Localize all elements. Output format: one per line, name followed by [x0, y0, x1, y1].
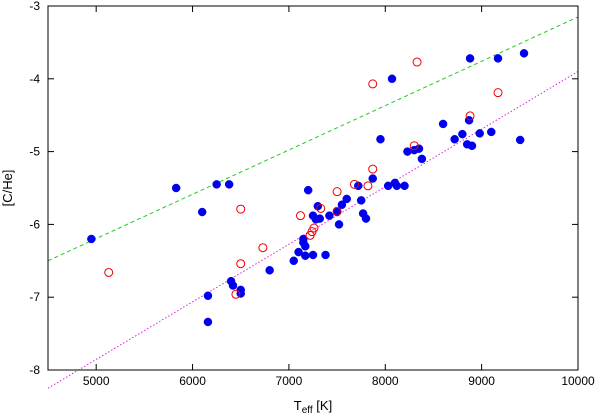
- filled-point-30: [342, 194, 351, 204]
- filled-point-48: [458, 129, 467, 139]
- fit-lines: [47, 16, 579, 389]
- filled-point-21: [308, 250, 318, 260]
- filled-point-53: [475, 129, 484, 138]
- open-point-14: [363, 181, 373, 191]
- filled-point-5: [224, 180, 234, 189]
- x-tick-label: 5000: [83, 374, 110, 388]
- filled-point-14: [294, 247, 303, 257]
- filled-point-13: [289, 256, 298, 266]
- y-axis-label: [C/He]: [0, 170, 15, 207]
- filled-point-32: [356, 196, 366, 205]
- x-tick-label: 6000: [179, 374, 206, 388]
- filled-point-52: [467, 141, 477, 151]
- y-axis-ticks: -8 -7 -6 -5 -4 -3: [29, 0, 578, 377]
- open-point-3: [236, 259, 246, 269]
- open-point-9: [309, 223, 319, 233]
- y-tick-label: -7: [29, 290, 40, 304]
- filled-point-3: [197, 207, 207, 217]
- open-point-1: [104, 267, 114, 277]
- filled-point-36: [376, 134, 385, 144]
- filled-point-24: [315, 214, 324, 223]
- filled-point-17: [301, 241, 310, 251]
- filled-point-55: [493, 54, 503, 63]
- open-point-6: [295, 211, 305, 221]
- x-axis-label-main: T: [294, 398, 302, 413]
- filled-point-46: [438, 119, 448, 129]
- filled-point-1: [87, 234, 96, 244]
- open-point-2: [231, 289, 241, 299]
- filled-point-4: [212, 180, 221, 189]
- filled-point-19: [303, 185, 313, 195]
- open-point-12: [332, 206, 342, 216]
- open-point-20: [493, 88, 503, 98]
- filled-point-28: [334, 220, 344, 229]
- filled-point-9: [203, 317, 213, 327]
- x-axis-label-subscript: eff: [302, 405, 313, 416]
- filled-point-51: [465, 54, 475, 63]
- fit-line-2: [47, 71, 579, 389]
- filled-point-8: [203, 291, 213, 300]
- open-point-10: [316, 203, 326, 213]
- filled-point-2: [171, 183, 181, 193]
- open-point-19: [465, 111, 475, 121]
- filled-point-57: [519, 49, 529, 58]
- open-point-5: [258, 243, 268, 253]
- x-tick-label: 9000: [468, 374, 495, 388]
- data-points: [87, 49, 529, 327]
- filled-point-26: [325, 211, 334, 220]
- y-tick-label: -3: [29, 0, 40, 13]
- fit-line-1: [47, 16, 579, 262]
- y-tick-label: -8: [29, 363, 40, 377]
- x-axis-label: Teff [K]: [294, 398, 332, 416]
- filled-point-45: [417, 154, 427, 164]
- filled-point-38: [387, 74, 397, 84]
- filled-point-54: [487, 127, 496, 137]
- filled-point-25: [321, 250, 330, 260]
- open-point-15: [368, 164, 378, 174]
- filled-point-40: [392, 181, 402, 191]
- x-axis-ticks: 5000 6000 7000 8000 9000 10000: [83, 6, 595, 388]
- open-point-13: [349, 179, 359, 189]
- open-point-16: [368, 79, 378, 89]
- open-point-4: [236, 204, 246, 214]
- filled-point-7: [228, 281, 238, 290]
- filled-point-41: [400, 181, 409, 191]
- y-tick-label: -6: [29, 217, 40, 231]
- filled-point-47: [450, 134, 459, 144]
- filled-point-44: [414, 144, 424, 153]
- filled-point-18: [301, 251, 310, 260]
- y-tick-label: -5: [29, 145, 40, 159]
- filled-point-35: [368, 174, 377, 183]
- filled-point-56: [515, 135, 525, 145]
- x-axis-label-unit: [K]: [313, 398, 333, 413]
- x-tick-label: 7000: [276, 374, 303, 388]
- x-tick-label: 8000: [372, 374, 399, 388]
- open-point-11: [332, 187, 342, 197]
- open-point-18: [412, 57, 422, 67]
- plot-frame: [47, 5, 579, 371]
- filled-point-12: [265, 266, 274, 275]
- filled-point-29: [337, 200, 347, 209]
- filled-point-34: [361, 214, 371, 223]
- open-point-17: [409, 141, 419, 151]
- y-tick-label: -4: [29, 72, 40, 86]
- x-tick-label: 10000: [561, 374, 595, 388]
